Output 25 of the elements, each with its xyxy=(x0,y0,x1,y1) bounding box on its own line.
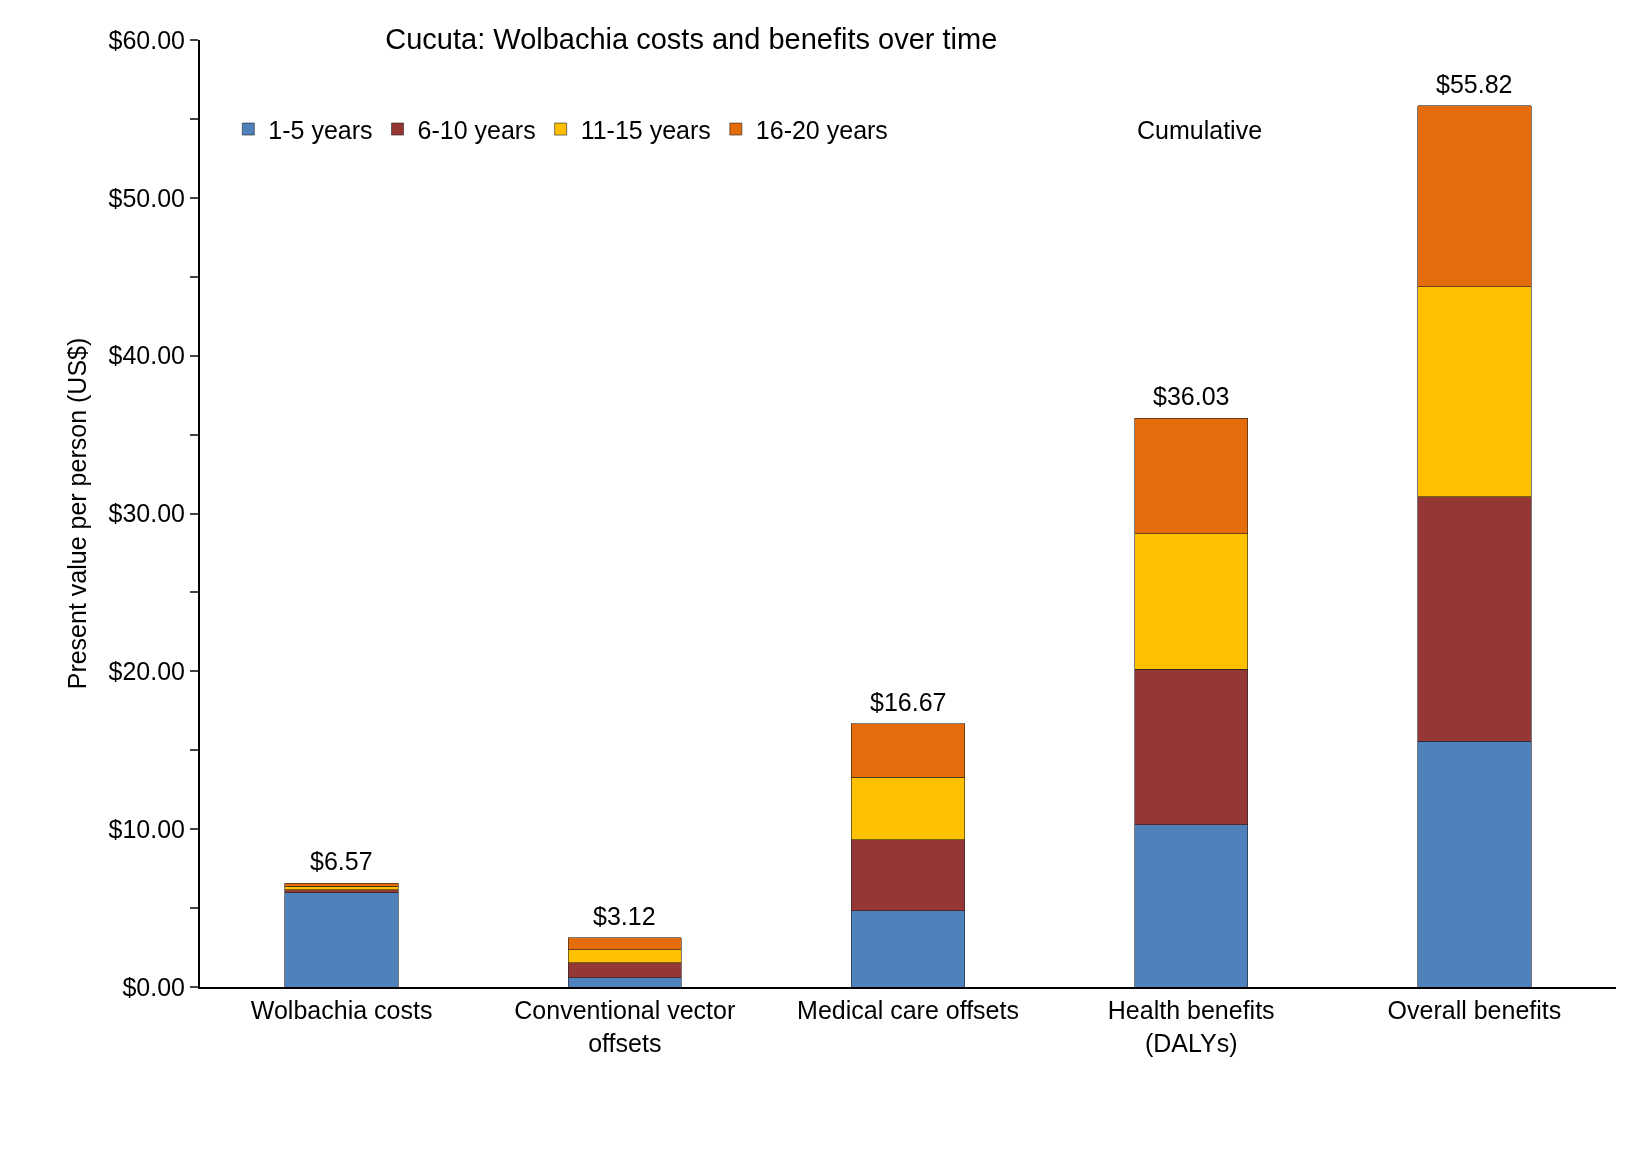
annotation: Cumulative xyxy=(1137,116,1263,144)
total-label: $3.12 xyxy=(593,902,656,930)
total-label: $16.67 xyxy=(870,688,947,716)
total-label: $55.82 xyxy=(1436,70,1513,98)
total-label: $36.03 xyxy=(1153,382,1230,410)
y-tick-label: $10.00 xyxy=(108,814,185,843)
x-tick-label: Wolbachia costs xyxy=(250,996,433,1024)
y-tick-label: $20.00 xyxy=(108,657,185,686)
legend-label: 6-10 years xyxy=(417,115,536,144)
y-axis-title: Present value per person (US$) xyxy=(62,337,91,690)
y-tick-label: $60.00 xyxy=(108,25,185,54)
x-tick-label: Medical care offsets xyxy=(797,996,1019,1024)
legend-label: 16-20 years xyxy=(755,115,888,144)
bar xyxy=(284,892,399,987)
legend-label: 1-5 years xyxy=(268,115,373,144)
y-tick-label: $30.00 xyxy=(108,499,185,528)
x-tick-label: Health benefits (DALYs) xyxy=(1107,996,1275,1057)
total-label: $6.57 xyxy=(310,847,373,875)
x-tick-label: Overall benefits xyxy=(1387,996,1562,1024)
chart-title: Cucuta: Wolbachia costs and benefits over time xyxy=(385,23,998,56)
x-tick-label: Conventional vector offsets xyxy=(514,996,736,1057)
legend-label: 11-15 years xyxy=(580,115,711,144)
y-tick-label: $0.00 xyxy=(122,972,185,1001)
y-tick-label: $40.00 xyxy=(108,341,185,370)
y-tick-label: $50.00 xyxy=(108,183,185,212)
